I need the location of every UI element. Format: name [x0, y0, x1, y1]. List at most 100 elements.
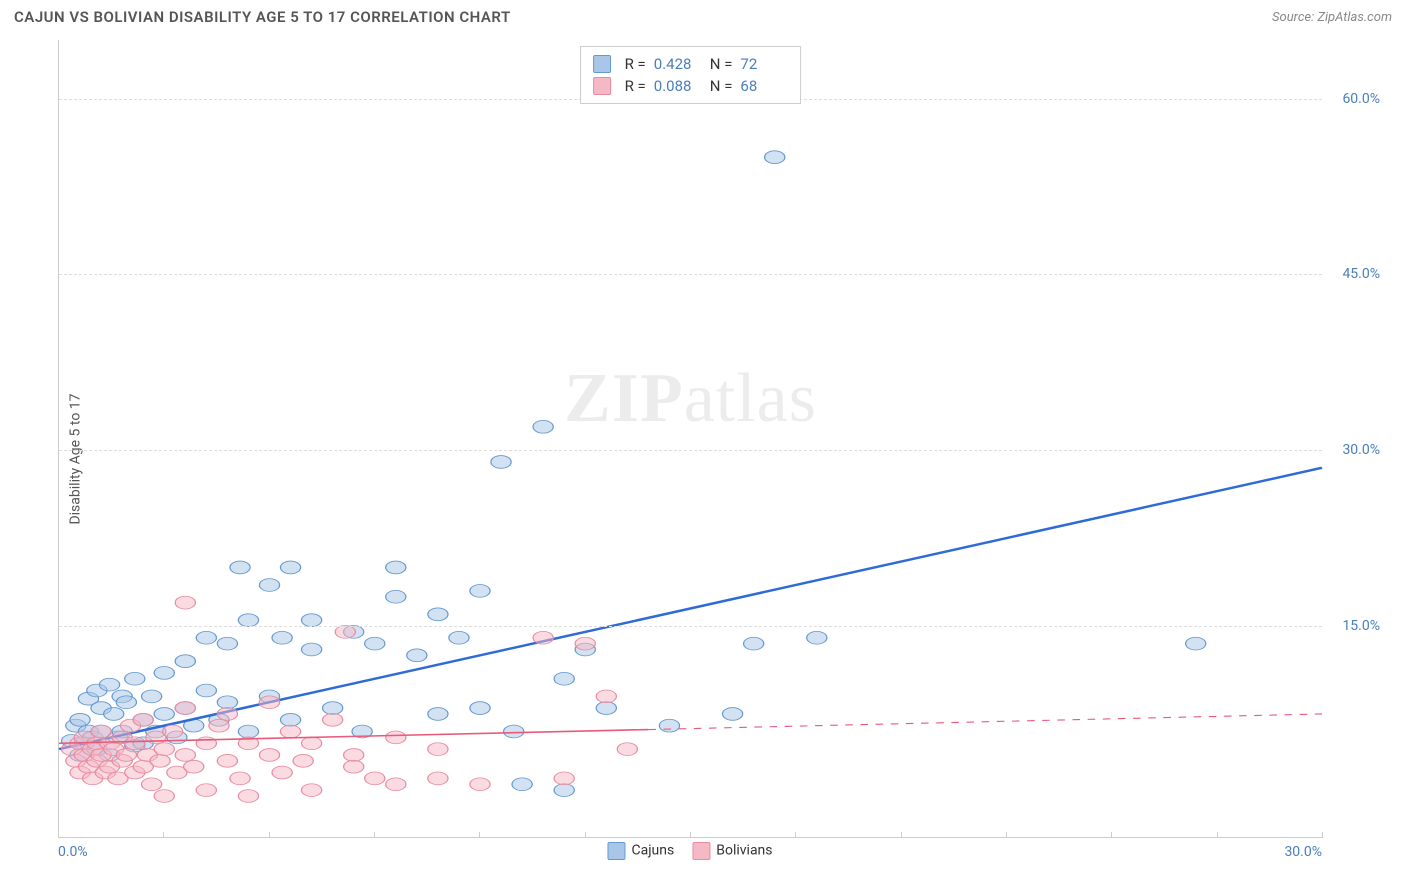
data-point: [533, 631, 553, 644]
data-point: [280, 725, 300, 738]
stat-n-label: N =: [710, 77, 733, 95]
gridline: [59, 274, 1322, 275]
data-point: [154, 790, 174, 803]
data-point: [272, 766, 292, 779]
y-tick-label: 15.0%: [1342, 618, 1380, 634]
x-tick: [901, 832, 902, 838]
data-point: [470, 584, 490, 597]
legend-swatch: [593, 77, 611, 95]
data-point: [533, 420, 553, 433]
stat-r-value: 0.088: [654, 77, 702, 95]
data-point: [301, 643, 321, 656]
data-point: [596, 702, 616, 715]
stats-legend-row: R =0.428N =72: [593, 53, 789, 75]
data-point: [744, 637, 764, 650]
data-point: [154, 667, 174, 680]
legend-swatch: [607, 842, 625, 860]
legend-item: Bolivians: [692, 842, 772, 860]
y-tick-label: 30.0%: [1342, 442, 1380, 458]
data-point: [596, 690, 616, 703]
x-tick: [690, 832, 691, 838]
data-point: [386, 561, 406, 574]
x-axis-end-label: 30.0%: [1284, 844, 1322, 860]
data-point: [104, 708, 124, 721]
x-tick: [1322, 832, 1323, 838]
data-point: [293, 754, 313, 767]
data-point: [196, 737, 216, 750]
data-point: [116, 749, 136, 762]
data-point: [175, 596, 195, 609]
source-name: ZipAtlas.com: [1317, 10, 1392, 25]
stats-legend-row: R =0.088N =68: [593, 75, 789, 97]
x-tick: [585, 832, 586, 838]
data-point: [154, 743, 174, 756]
x-tick: [1006, 832, 1007, 838]
data-point: [280, 713, 300, 726]
stat-n-value: 72: [740, 55, 788, 73]
data-point: [722, 708, 742, 721]
data-point: [386, 590, 406, 603]
data-point: [217, 754, 237, 767]
data-point: [365, 772, 385, 785]
data-point: [575, 637, 595, 650]
data-point: [238, 790, 258, 803]
data-point: [91, 725, 111, 738]
trend-line-dashed: [648, 714, 1322, 730]
data-point: [428, 772, 448, 785]
data-point: [504, 725, 524, 738]
series-legend: Cajuns Bolivians: [607, 842, 772, 860]
legend-item: Cajuns: [607, 842, 674, 860]
data-point: [154, 708, 174, 721]
x-tick: [269, 832, 270, 838]
data-point: [99, 678, 119, 691]
data-point: [142, 690, 162, 703]
x-tick: [163, 832, 164, 838]
data-point: [659, 719, 679, 732]
data-point: [470, 778, 490, 791]
gridline: [59, 450, 1322, 451]
data-point: [386, 731, 406, 744]
data-point: [196, 631, 216, 644]
data-point: [344, 760, 364, 773]
data-point: [428, 743, 448, 756]
data-point: [196, 684, 216, 697]
stats-legend: R =0.428N =72R =0.088N =68: [580, 46, 802, 104]
data-point: [323, 713, 343, 726]
data-point: [470, 702, 490, 715]
data-point: [428, 608, 448, 621]
chart-title: CAJUN VS BOLIVIAN DISABILITY AGE 5 TO 17…: [14, 8, 511, 26]
legend-swatch: [692, 842, 710, 860]
data-point: [175, 655, 195, 668]
stat-n-label: N =: [710, 55, 733, 73]
data-point: [163, 725, 183, 738]
data-point: [238, 614, 258, 627]
stat-r-value: 0.428: [654, 55, 702, 73]
data-point: [116, 696, 136, 709]
data-point: [259, 579, 279, 592]
data-point: [1186, 637, 1206, 650]
x-tick: [374, 832, 375, 838]
data-point: [217, 708, 237, 721]
data-point: [150, 754, 170, 767]
data-point: [230, 772, 250, 785]
data-point: [449, 631, 469, 644]
data-point: [301, 737, 321, 750]
x-tick: [58, 832, 59, 838]
data-point: [335, 626, 355, 639]
data-point: [323, 702, 343, 715]
data-point: [386, 778, 406, 791]
data-point: [301, 614, 321, 627]
data-point: [209, 719, 229, 732]
data-point: [807, 631, 827, 644]
data-point: [301, 784, 321, 797]
x-tick: [479, 832, 480, 838]
data-point: [765, 151, 785, 164]
x-tick: [795, 832, 796, 838]
data-point: [175, 749, 195, 762]
data-point: [196, 784, 216, 797]
data-point: [259, 749, 279, 762]
data-point: [280, 561, 300, 574]
chart-container: Disability Age 5 to 17 ZIPatlas R =0.428…: [14, 40, 1392, 878]
data-point: [344, 749, 364, 762]
data-point: [259, 696, 279, 709]
